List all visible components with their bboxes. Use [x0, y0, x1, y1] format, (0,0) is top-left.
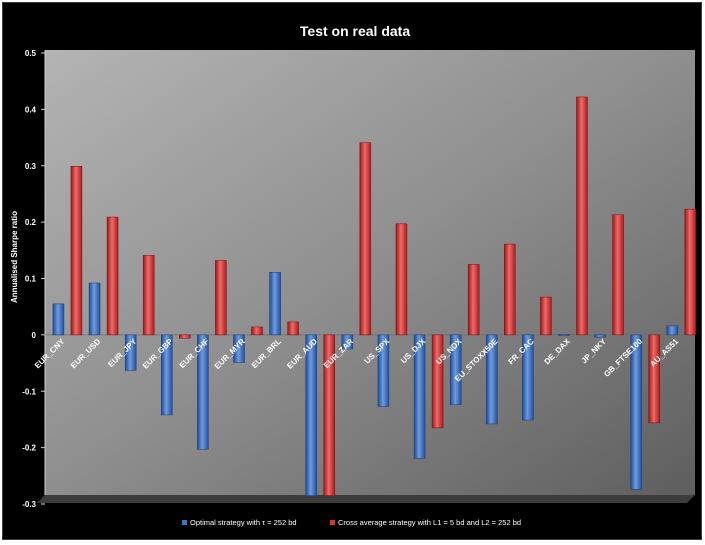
bar-cross-average-us-spx [395, 223, 408, 336]
y-tick-label: 0 [32, 331, 37, 340]
bar-cross-average-eur-jpy [142, 255, 155, 336]
y-tick-label: -0.1 [22, 387, 36, 396]
bar-cross-average-eur-myr [251, 326, 263, 336]
bar-cross-average-jp-nky [612, 214, 624, 336]
y-tick-label: 0.4 [25, 105, 37, 114]
plot-floor [37, 495, 695, 503]
bar-optimal-eur-brl [269, 272, 281, 336]
bar-optimal-eur-zar [341, 334, 354, 350]
bar-optimal-us-spx [377, 334, 390, 407]
bar-cross-average-eur-chf [215, 260, 227, 336]
bar-cross-average-fr-cac [540, 296, 552, 336]
bar-cross-average-eur-zar [359, 142, 372, 336]
bar-optimal-eur-chf [197, 334, 209, 450]
y-tick-label: -0.2 [22, 444, 36, 453]
chart-title: Test on real data [300, 23, 410, 39]
bar-cross-average-eur-gbp [179, 334, 191, 339]
bar-optimal-us-ndx [449, 334, 462, 406]
bar-optimal-eur-usd [88, 282, 101, 336]
bar-optimal-eur-aud [305, 334, 317, 496]
bar-cross-average-eur-cny [70, 166, 83, 336]
legend-label-cross-average: Cross average strategy with L1 = 5 bd an… [338, 518, 521, 527]
y-axis-title: Annualised Sharpe ratio [10, 211, 19, 303]
bar-cross-average-us-djx [431, 334, 444, 429]
bar-optimal-eur-myr [233, 334, 245, 363]
y-tick-label: 0.3 [25, 162, 37, 171]
bar-cross-average-au-as51 [684, 208, 697, 336]
bar-optimal-fr-cac [522, 334, 534, 421]
bar-cross-average-eu-stoxx50e [504, 243, 516, 336]
bar-optimal-eur-gbp [161, 334, 173, 416]
legend: Optimal strategy with τ = 252 bd Cross a… [182, 518, 521, 527]
bar-cross-average-eur-brl [287, 321, 299, 336]
bar-optimal-gb-ftse100 [630, 334, 642, 490]
bar-optimal-us-djx [413, 334, 426, 459]
legend-swatch-optimal [182, 520, 187, 525]
bar-cross-average-us-ndx [467, 264, 480, 336]
bar-optimal-au-as51 [666, 325, 679, 336]
legend-label-optimal: Optimal strategy with τ = 252 bd [190, 518, 297, 527]
chart-canvas: -0.3-0.2-0.100.10.20.30.40.5 EUR_CNY EUR_… [10, 23, 697, 527]
bar-cross-average-eur-aud [323, 334, 335, 496]
y-tick-label: 0.2 [25, 218, 37, 227]
legend-swatch-cross-average [330, 520, 335, 525]
bar-cross-average-de-dax [576, 96, 588, 336]
bar-cross-average-eur-usd [106, 216, 119, 336]
bar-optimal-eur-cny [52, 303, 65, 336]
bars [52, 96, 697, 496]
bar-optimal-eu-stoxx50e [486, 334, 498, 425]
y-tick-label: 0.1 [25, 275, 37, 284]
y-tick-label: -0.3 [22, 500, 36, 509]
bar-optimal-jp-nky [594, 334, 606, 338]
bar-optimal-eur-jpy [124, 334, 137, 371]
y-ticks: -0.3 -0.2 -0.1 0 0.1 0.2 0.3 0.4 0.5 [22, 49, 45, 509]
bar-optimal-de-dax [558, 334, 570, 336]
bar-cross-average-gb-ftse100 [648, 334, 660, 424]
y-tick-label: 0.5 [25, 49, 37, 58]
